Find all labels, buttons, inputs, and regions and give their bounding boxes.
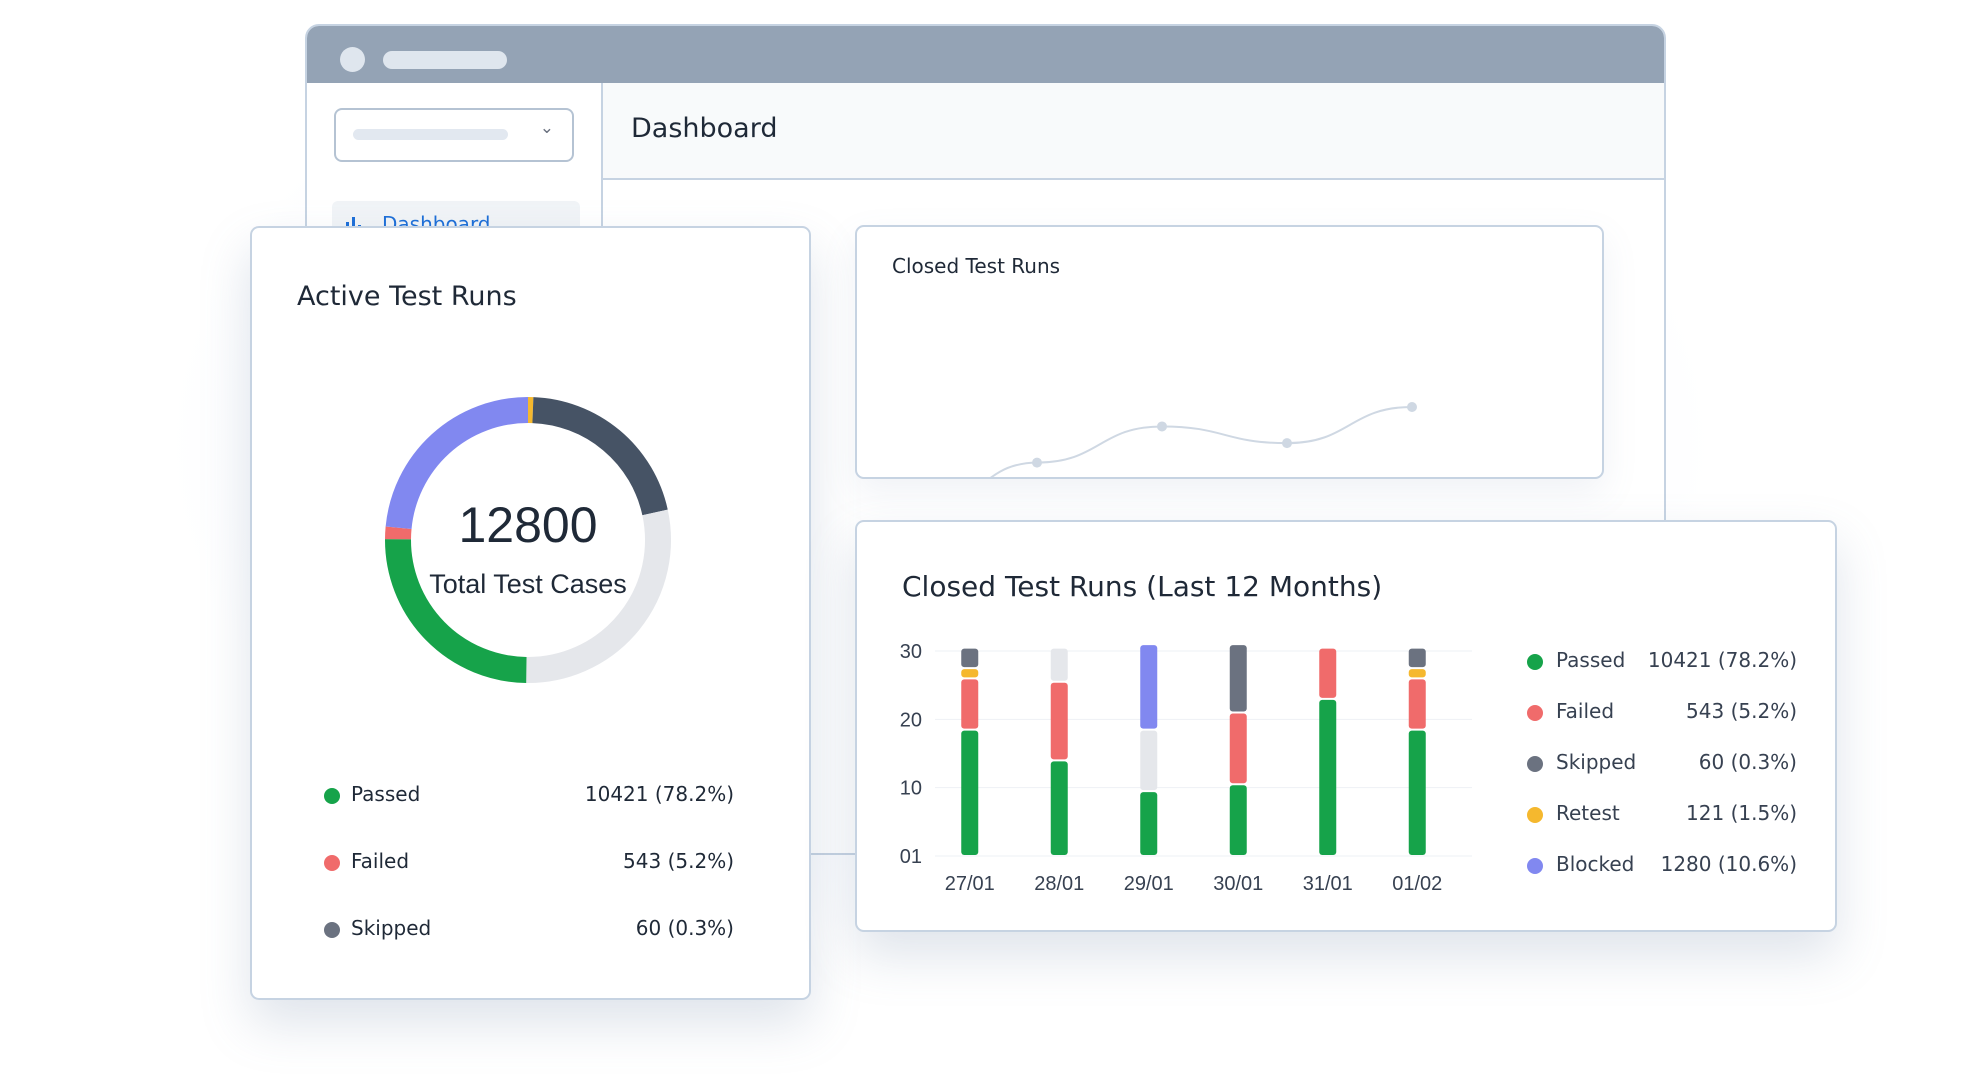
legend-label: Failed [1556, 699, 1615, 723]
legend-swatch [324, 788, 340, 804]
bar-segment-passed [961, 730, 979, 855]
legend-label: Skipped [351, 916, 432, 940]
card-title: Closed Test Runs [892, 254, 1061, 278]
bar-segment-failed [1050, 682, 1068, 760]
line-point-1 [1032, 457, 1042, 468]
legend-value: 543 (5.2%) [1686, 699, 1797, 723]
legend-item-retest: Retest 121 (1.5%) [1527, 800, 1797, 830]
bar-segment-failed [961, 679, 979, 729]
legend-value: 543 (5.2%) [623, 849, 734, 873]
x-tick-label: 31/01 [1303, 873, 1353, 895]
legend-swatch [1527, 858, 1543, 874]
donut-chart: 12800 Total Test Cases [385, 397, 671, 683]
line-point-4 [1407, 402, 1417, 412]
legend-item-blocked: Blocked 1280 (10.6%) [1527, 851, 1797, 881]
legend-value: 1280 (10.6%) [1660, 852, 1797, 876]
bar-segment-failed [1319, 648, 1337, 698]
bar-segment-skipped [1229, 645, 1247, 712]
line-series [990, 406, 1413, 477]
legend-item-passed: Passed 10421 (78.2%) [1527, 647, 1797, 677]
bar-segment-passed [1050, 761, 1068, 855]
window-title-placeholder [383, 51, 507, 69]
legend-label: Retest [1556, 801, 1620, 825]
x-tick-label: 01/02 [1392, 873, 1442, 895]
bar-segment-retest [1408, 669, 1426, 678]
total-count: 12800 [458, 497, 597, 553]
bar-segment-retest [961, 669, 979, 678]
legend-item-failed: Failed 543 (5.2%) [324, 848, 734, 878]
x-tick-label: 30/01 [1213, 873, 1263, 895]
legend-swatch [324, 922, 340, 938]
y-tick-label: 10 [900, 778, 922, 800]
bar-segment-passed [1229, 785, 1247, 855]
bar-segment-passed [1140, 792, 1158, 855]
x-tick-label: 29/01 [1124, 873, 1174, 895]
bar-segment-untested [1140, 730, 1158, 791]
donut-slice-2 [526, 509, 671, 683]
donut-slice-5 [385, 397, 529, 530]
bar-segment-failed [1408, 679, 1426, 729]
legend-value: 10421 (78.2%) [584, 782, 734, 806]
bar-segment-passed [1408, 730, 1426, 855]
line-point-2 [1157, 421, 1167, 432]
line-chart [990, 402, 1417, 477]
project-selector-placeholder [353, 129, 508, 140]
x-tick-label: 27/01 [945, 873, 995, 895]
bar-segment-blocked [1140, 645, 1158, 729]
legend-value: 60 (0.3%) [635, 916, 734, 940]
bar-segment-untested-top [1050, 648, 1068, 681]
card-title: Active Test Runs [297, 281, 517, 312]
card-title: Closed Test Runs (Last 12 Months) [902, 570, 1383, 603]
project-selector[interactable]: ⌄ [334, 108, 574, 162]
line-point-3 [1282, 438, 1292, 449]
stacked-bar-chart: 01 10 20 30 27/01 28/01 29/01 30/01 31/01 01/02 [900, 641, 1472, 895]
window-control-dot[interactable] [340, 47, 365, 72]
donut-slice-3 [385, 538, 527, 683]
legend-value: 121 (1.5%) [1686, 801, 1797, 825]
legend-label: Passed [1556, 648, 1626, 672]
legend-item-failed: Failed 543 (5.2%) [1527, 698, 1797, 728]
legend-item-skipped: Skipped 60 (0.3%) [324, 915, 734, 945]
legend-swatch [324, 855, 340, 871]
legend-item-passed: Passed 10421 (78.2%) [324, 781, 734, 811]
total-label: Total Test Cases [429, 569, 627, 599]
bar-segment-passed [1319, 699, 1337, 855]
legend-label: Failed [351, 849, 410, 873]
legend-value: 10421 (78.2%) [1647, 648, 1797, 672]
main-header: Dashboard [603, 83, 1664, 180]
closed-test-runs-line-card: Closed Test Runs [855, 225, 1604, 479]
legend-item-skipped: Skipped 60 (0.3%) [1527, 749, 1797, 779]
legend-swatch [1527, 705, 1543, 721]
y-tick-label: 20 [900, 709, 922, 731]
legend-label: Passed [351, 782, 421, 806]
window-titlebar [307, 26, 1664, 83]
donut-slice-1 [532, 397, 668, 516]
closed-test-runs-bar-card: Closed Test Runs (Last 12 Months) 01 10 20… [855, 520, 1837, 932]
active-test-runs-card: Active Test Runs 12800 Total Test Cases … [250, 226, 811, 1000]
y-tick-label: 30 [900, 641, 922, 663]
chevron-down-icon: ⌄ [539, 118, 554, 138]
donut-slice-4 [385, 526, 412, 540]
bar-segment-skipped [1408, 648, 1426, 668]
bar-segment-skipped [961, 648, 979, 668]
legend-swatch [1527, 654, 1543, 670]
page-title: Dashboard [631, 113, 778, 144]
x-tick-label: 28/01 [1034, 873, 1084, 895]
legend-swatch [1527, 807, 1543, 823]
legend-value: 60 (0.3%) [1698, 750, 1797, 774]
legend-label: Blocked [1556, 852, 1635, 876]
bar-segment-failed [1229, 713, 1247, 784]
y-tick-label: 01 [900, 846, 922, 868]
legend-label: Skipped [1556, 750, 1637, 774]
legend-swatch [1527, 756, 1543, 772]
